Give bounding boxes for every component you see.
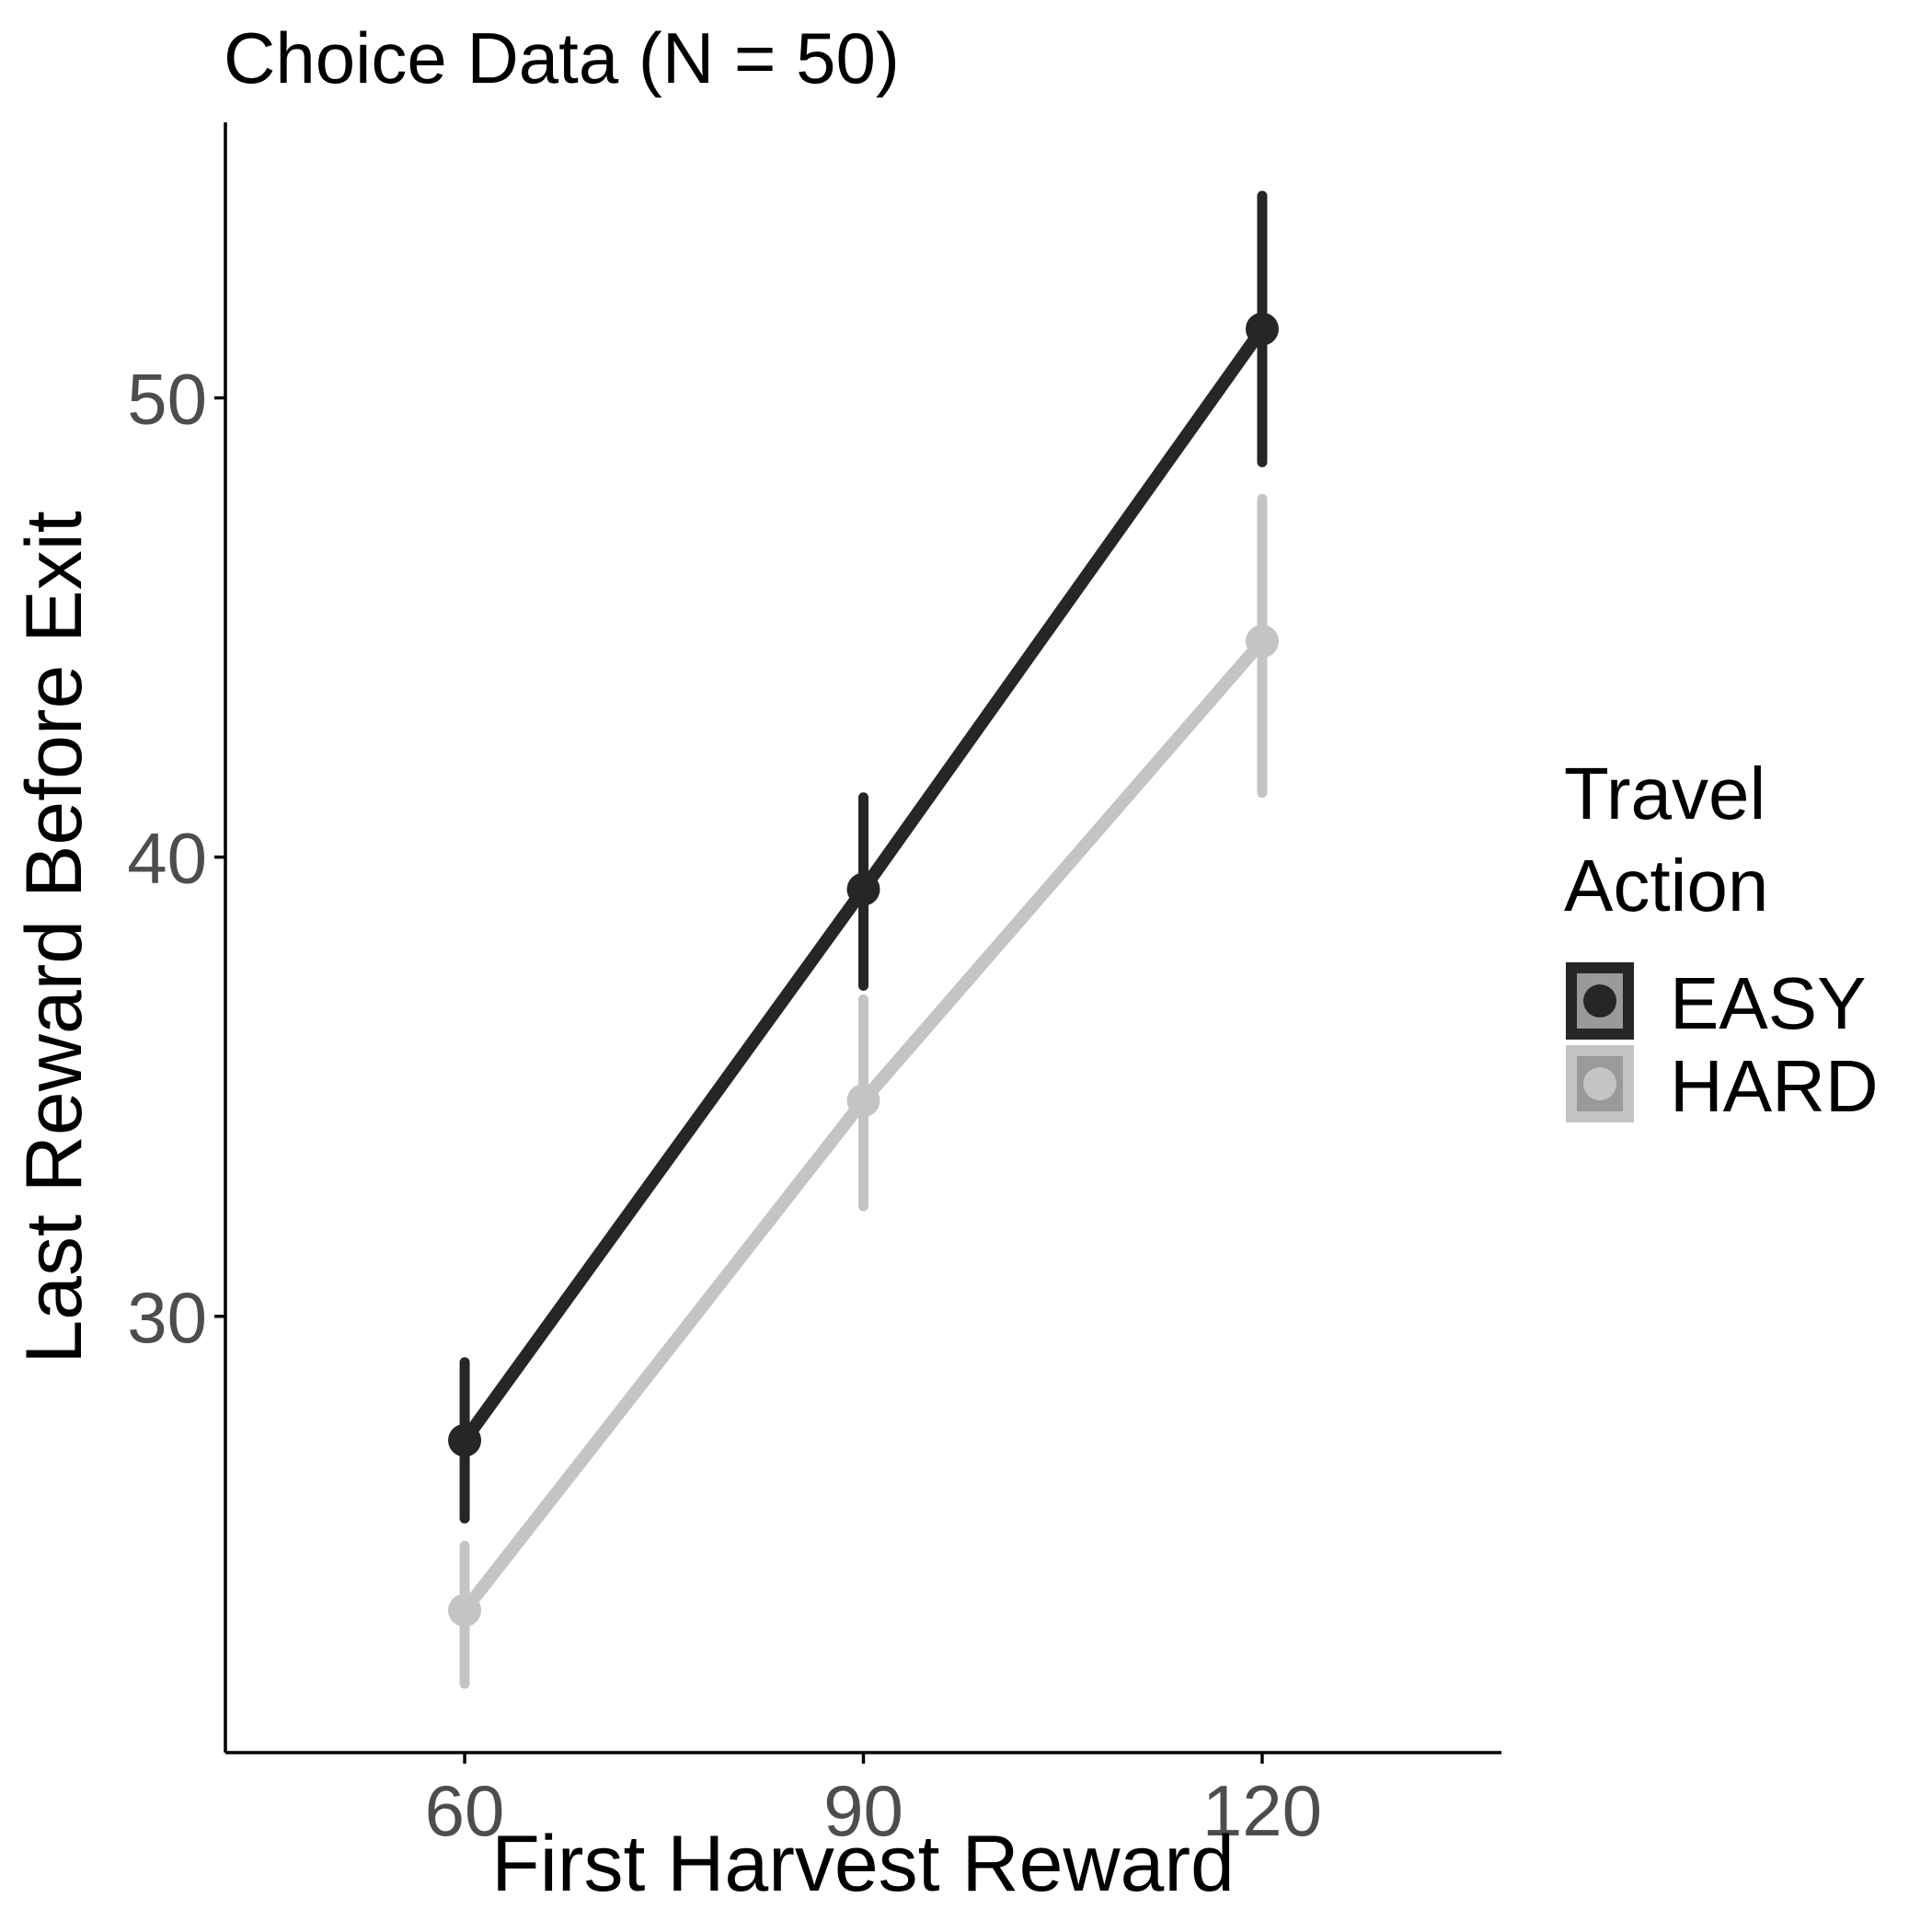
data-point [1245,625,1279,659]
legend-label: EASY [1670,962,1866,1044]
x-tick-label: 60 [425,1770,505,1851]
legend-item-easy: EASY [1566,962,1866,1044]
y-ticks: 30 40 50 [127,358,225,1358]
x-ticks: 60 90 120 [425,1753,1322,1851]
legend-item-hard: HARD [1566,1045,1879,1127]
data-point [846,1084,880,1118]
data-point [1245,312,1279,346]
data-point [448,1593,482,1627]
y-tick-label: 30 [127,1277,207,1358]
x-tick-label: 90 [823,1770,903,1851]
legend-key-marker [1583,984,1616,1018]
chart-title: Choice Data (N = 50) [224,17,900,98]
data-point [448,1423,482,1457]
y-tick-label: 50 [127,358,207,439]
y-axis-title: Last Reward Before Exit [10,511,98,1363]
legend-key-marker [1583,1067,1616,1100]
data-point [846,872,880,906]
series-layer [448,190,1279,1689]
series-hard [448,493,1279,1689]
x-axis-title: First Harvest Reward [491,1820,1235,1908]
series-easy [448,190,1279,1524]
legend-label: HARD [1670,1045,1879,1127]
legend-title: Travel Action [1564,753,1768,926]
y-tick-label: 40 [127,818,207,899]
x-tick-label: 120 [1202,1770,1322,1851]
plot-area: 30 40 50 60 90 120 [127,122,1501,1851]
